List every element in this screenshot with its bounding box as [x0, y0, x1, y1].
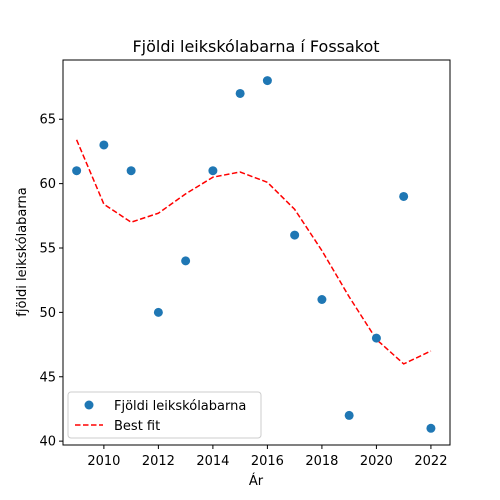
y-tick-label: 60 — [39, 177, 56, 192]
x-tick-label: 2016 — [251, 454, 284, 469]
x-tick-label: 2012 — [142, 454, 175, 469]
data-point — [262, 76, 272, 86]
y-axis: 40 45 50 55 60 65 — [39, 113, 63, 450]
data-point — [426, 423, 436, 433]
y-tick-label: 50 — [39, 306, 56, 321]
scatter-points — [72, 76, 436, 433]
x-axis-label: Ár — [249, 473, 264, 489]
data-point — [317, 294, 327, 304]
plot-area — [62, 59, 451, 446]
legend: Fjöldi leikskólabarna Best fit — [67, 391, 262, 439]
data-point — [290, 230, 300, 240]
x-tick-label: 2020 — [360, 454, 393, 469]
data-point — [371, 333, 381, 343]
y-tick-label: 45 — [39, 370, 56, 385]
data-point — [153, 307, 163, 317]
chart-title: Fjöldi leikskólabarna í Fossakot — [132, 37, 379, 56]
x-tick-label: 2010 — [87, 454, 120, 469]
data-point — [344, 410, 354, 420]
x-tick-label: 2018 — [305, 454, 338, 469]
legend-marker-scatter — [84, 400, 94, 410]
y-tick-label: 65 — [39, 113, 56, 128]
legend-label-scatter: Fjöldi leikskólabarna — [114, 399, 246, 414]
x-tick-label: 2014 — [196, 454, 229, 469]
data-point — [235, 88, 245, 98]
best-fit-line — [75, 139, 432, 365]
data-point — [181, 256, 191, 266]
legend-box — [67, 391, 262, 439]
data-point — [399, 191, 409, 201]
data-point — [99, 140, 109, 150]
data-point — [126, 166, 136, 176]
x-axis: 2010 2012 2014 2016 2018 2020 2022 — [87, 445, 447, 469]
y-axis-label: fjöldi leikskólabarna — [15, 187, 30, 316]
legend-label-line: Best fit — [114, 419, 160, 434]
best-fit-path — [75, 139, 432, 365]
data-point — [72, 166, 82, 176]
y-tick-label: 40 — [39, 435, 56, 450]
data-point — [208, 166, 218, 176]
y-tick-label: 55 — [39, 241, 56, 256]
x-tick-label: 2022 — [414, 454, 447, 469]
